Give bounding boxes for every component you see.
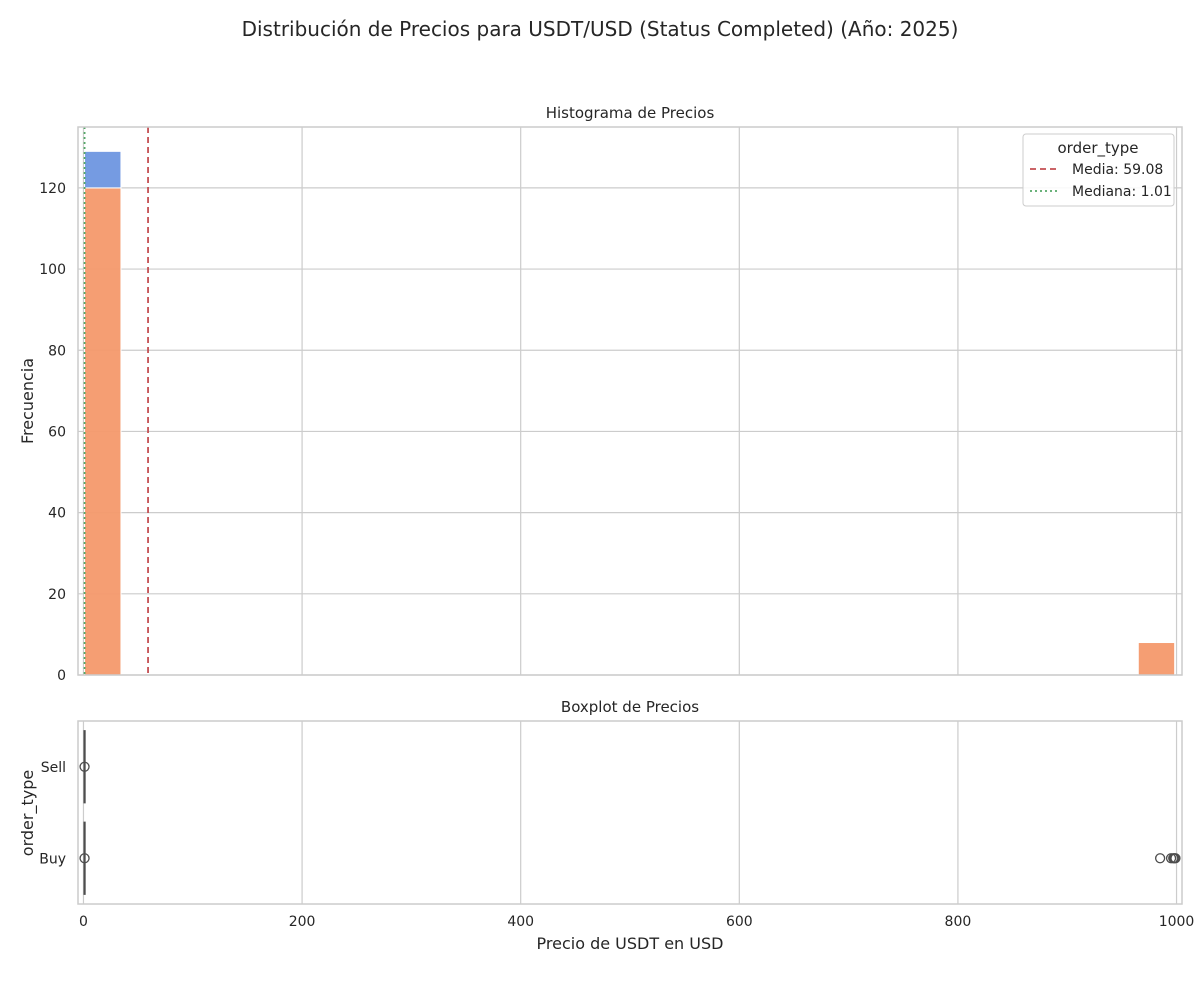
- histogram-reference-lines: [83, 127, 149, 675]
- boxplot-outlier-buy: [1170, 853, 1181, 864]
- legend-title: order_type: [1057, 139, 1138, 158]
- histogram-y-tick-label: 20: [48, 587, 66, 603]
- boxplot-x-axis-label: Precio de USDT en USD: [537, 934, 724, 953]
- figure-suptitle: Distribución de Precios para USDT/USD (S…: [242, 17, 959, 41]
- boxplot-outlier-buy: [1154, 853, 1166, 864]
- boxplot-category-label: Buy: [39, 851, 66, 867]
- boxplot-axes-frame: [77, 720, 1183, 905]
- histogram-y-axis-label: Frecuencia: [18, 358, 37, 444]
- histogram-y-tick-label: 0: [57, 668, 66, 684]
- boxplot-marks: [79, 730, 1181, 895]
- legend-frame: [1022, 133, 1175, 207]
- histogram-gridlines: [78, 127, 1182, 676]
- histogram-bar-buy: [84, 187, 122, 676]
- boxplot-x-tick-label: 800: [945, 914, 972, 930]
- boxplot-category-label: Sell: [41, 760, 66, 776]
- boxplot-outlier-buy: [79, 853, 90, 864]
- histogram-bars: [84, 150, 1176, 676]
- histogram-y-tick-label: 80: [48, 343, 66, 359]
- histogram-legend: order_type Media: 59.08 Mediana: 1.01: [1022, 133, 1175, 207]
- boxplot-x-tick-label: 0: [79, 914, 88, 930]
- histogram-bar-sell: [84, 150, 122, 189]
- boxplot-x-tick-label: 600: [726, 914, 753, 930]
- legend-median-label: Mediana: 1.01: [1072, 184, 1172, 200]
- legend-mean-label: Media: 59.08: [1072, 162, 1163, 178]
- histogram-y-tick-label: 100: [39, 262, 66, 278]
- histogram-bar-buy: [1137, 642, 1176, 676]
- histogram-y-tick-label: 40: [48, 506, 66, 522]
- boxplot-x-tick-label: 400: [507, 914, 534, 930]
- histogram-axes-frame: [77, 126, 1183, 676]
- boxplot-gridlines: [82, 721, 1178, 904]
- boxplot-x-tick-label: 1000: [1159, 914, 1195, 930]
- histogram-y-tick-label: 120: [39, 181, 66, 197]
- boxplot-x-tick-label: 200: [289, 914, 316, 930]
- boxplot-outlier-sell: [79, 761, 90, 772]
- boxplot-panel: Boxplot de Precios Sell Buy 0 200 400 600 800…: [18, 698, 1194, 953]
- histogram-panel: Histograma de Precios 0 20 40 60 80 100 120 Fr…: [18, 104, 1183, 684]
- boxplot-title: Boxplot de Precios: [561, 698, 699, 716]
- histogram-title: Histograma de Precios: [546, 104, 715, 122]
- boxplot-x-tick-labels: 0 200 400 600 800 1000: [79, 914, 1194, 930]
- boxplot-category-labels: Sell Buy: [39, 760, 66, 868]
- histogram-y-tick-label: 60: [48, 424, 66, 440]
- histogram-y-tick-labels: 0 20 40 60 80 100 120: [39, 181, 66, 684]
- boxplot-y-axis-label: order_type: [18, 770, 38, 856]
